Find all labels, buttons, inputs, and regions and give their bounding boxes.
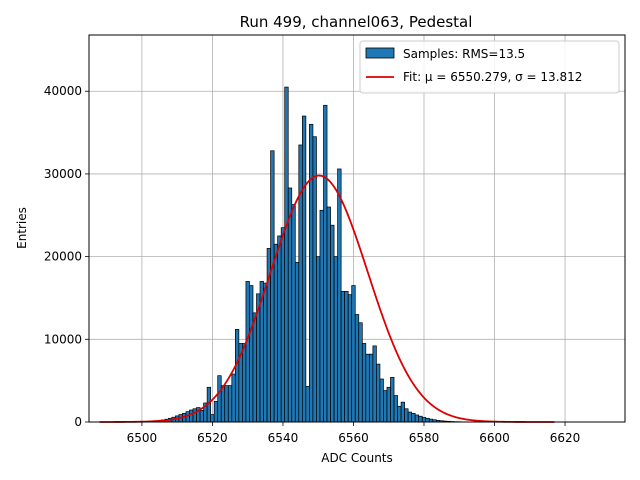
y-tick-label: 0 (74, 415, 82, 429)
histogram-bar (414, 414, 420, 423)
histogram-bar (361, 343, 367, 423)
histogram-bar (333, 256, 338, 423)
plot-frame (88, 34, 626, 423)
x-axis-ticks: 6500 6520 6540 6560 6580 6600 6620 (127, 422, 581, 445)
histogram-bar (337, 168, 342, 423)
fit-curve-group (99, 174, 555, 423)
histogram-bar (245, 281, 250, 423)
histogram-bar (291, 204, 296, 423)
histogram-bar (298, 144, 303, 423)
histogram-bar (213, 400, 219, 423)
histogram-bar (400, 401, 405, 423)
histogram-bar (309, 123, 314, 423)
histogram-bar (418, 415, 423, 423)
legend: Samples: RMS=13.5 Fit: μ = 6550.279, σ =… (359, 40, 620, 94)
histogram-bar (372, 345, 377, 423)
y-axis-label: Entries (15, 207, 29, 249)
histogram-bar (287, 187, 293, 423)
histogram-bar (340, 290, 346, 423)
histogram-bar (390, 376, 395, 423)
histogram-bar (354, 314, 360, 423)
x-tick-label: 6580 (409, 431, 440, 445)
histogram-bar (284, 86, 289, 423)
y-tick-label: 10000 (44, 332, 82, 346)
histogram-bar (379, 378, 384, 423)
histogram-bar (368, 353, 374, 423)
histogram-bar (252, 312, 257, 423)
histogram-bar (326, 206, 331, 423)
histogram-bar (220, 385, 226, 423)
histogram-bar (425, 417, 430, 423)
histogram-bar (383, 390, 388, 423)
histogram-bars (139, 86, 497, 423)
fit-curve (99, 174, 555, 423)
histogram-bar (386, 386, 391, 423)
histogram-bar (393, 395, 398, 423)
y-axis-ticks: 0 10000 20000 30000 40000 (44, 84, 89, 429)
legend-label-fit: Fit: μ = 6550.279, σ = 13.812 (403, 70, 582, 84)
histogram-bar (316, 256, 321, 423)
histogram-bar (312, 136, 317, 423)
histogram-bar (273, 243, 279, 423)
histogram-bar (301, 115, 307, 423)
histogram-bar (199, 410, 204, 423)
histogram-bar (210, 414, 215, 423)
histogram-bar (249, 285, 254, 423)
histogram-bar (305, 386, 310, 423)
histogram-bar (277, 235, 282, 423)
x-tick-label: 6560 (338, 431, 369, 445)
x-tick-label: 6540 (268, 431, 299, 445)
histogram-bar (270, 150, 275, 423)
histogram-bar (234, 329, 240, 423)
histogram-bar (358, 322, 363, 423)
legend-label-samples: Samples: RMS=13.5 (403, 47, 525, 61)
histogram-bar (280, 227, 286, 423)
y-tick-label: 20000 (44, 250, 82, 264)
histogram-bar (323, 104, 328, 423)
x-tick-label: 6620 (550, 431, 581, 445)
y-tick-label: 40000 (44, 84, 82, 98)
histogram-bar (263, 282, 268, 423)
histogram-bar (319, 209, 324, 423)
histogram-bar (376, 363, 381, 423)
histogram-bar (217, 375, 222, 423)
histogram-bar (224, 385, 229, 423)
legend-box (359, 40, 620, 94)
histogram-bar (344, 290, 349, 423)
histogram-bar (351, 285, 356, 423)
histogram-bar (242, 343, 247, 423)
histogram-bar (411, 412, 416, 423)
histogram-bar (421, 417, 427, 423)
y-tick-label: 30000 (44, 167, 82, 181)
histogram-bar (189, 409, 194, 423)
x-tick-label: 6520 (197, 431, 228, 445)
histogram-bar (231, 373, 236, 423)
histogram-bar (404, 408, 409, 423)
x-axis-label: ADC Counts (321, 451, 393, 465)
histogram-bar (330, 224, 335, 423)
histogram-bar (227, 385, 233, 423)
x-tick-label: 6500 (127, 431, 158, 445)
histogram-bar (294, 262, 300, 423)
x-tick-label: 6600 (479, 431, 510, 445)
chart-title: Run 499, channel063, Pedestal (240, 13, 473, 31)
histogram-bar (347, 294, 353, 423)
legend-swatch-samples (365, 47, 395, 59)
histogram-bar (192, 408, 197, 423)
histogram-bar (397, 405, 402, 423)
histogram-bar (365, 353, 370, 423)
histogram-bar (407, 411, 413, 423)
